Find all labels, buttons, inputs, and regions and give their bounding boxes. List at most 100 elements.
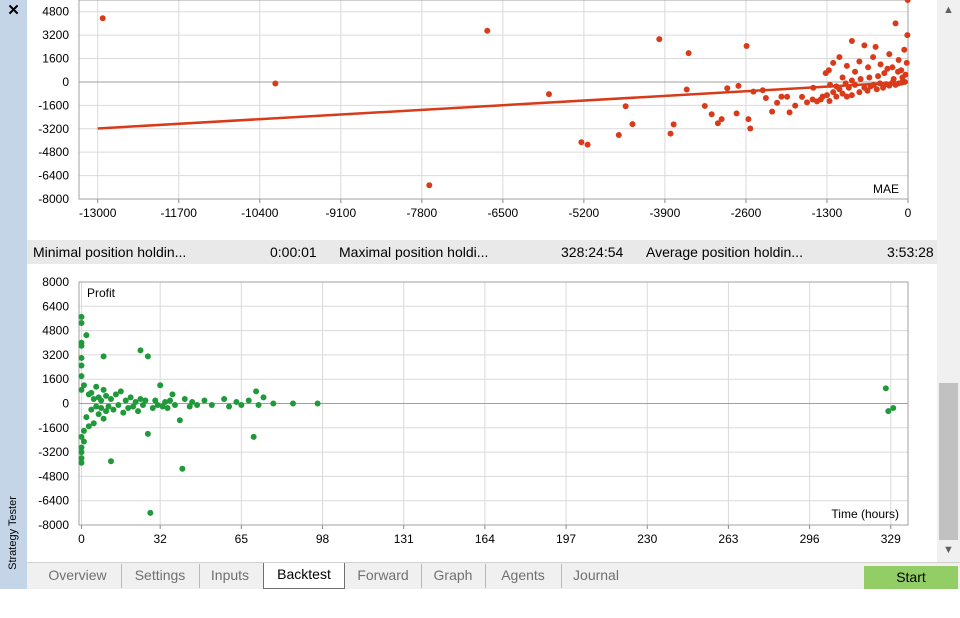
data-point <box>162 398 169 405</box>
data-point <box>164 405 171 412</box>
x-tick-label: 0 <box>78 532 85 546</box>
trend-line <box>97 80 909 130</box>
x-tick-label: -11700 <box>160 206 197 220</box>
scroll-down-icon[interactable]: ▼ <box>943 544 954 556</box>
holding-stats-bar: Minimal position holdin... 0:00:01 Maxim… <box>27 240 937 264</box>
avg-holding-label: Average position holdin... <box>646 244 803 260</box>
data-point <box>78 459 85 466</box>
data-point <box>901 46 908 53</box>
data-point <box>142 397 149 404</box>
y-tick-label: 1600 <box>42 52 69 66</box>
data-point <box>208 402 215 409</box>
y-tick-label: -6400 <box>38 494 69 508</box>
data-point <box>708 111 715 118</box>
y-tick-label: -3200 <box>38 122 69 136</box>
start-button[interactable]: Start <box>864 566 958 589</box>
max-holding-value: 328:24:54 <box>561 244 624 260</box>
data-point <box>88 406 95 413</box>
data-point <box>186 403 193 410</box>
data-point <box>718 116 725 123</box>
data-point <box>149 405 156 412</box>
data-point <box>137 395 144 402</box>
data-point <box>848 92 855 99</box>
data-point <box>100 386 107 393</box>
min-holding-label: Minimal position holdin... <box>33 244 187 260</box>
data-point <box>272 80 279 87</box>
y-tick-label: -6400 <box>38 169 69 183</box>
tester-tab-bar: Overview Settings Inputs Backtest Forwar… <box>27 562 960 589</box>
x-tick-label: 197 <box>556 532 576 546</box>
data-point <box>876 80 883 87</box>
data-point <box>90 420 97 427</box>
data-point <box>745 116 752 123</box>
vertical-scrollbar[interactable]: ▲ ▼ <box>937 0 960 562</box>
tab-journal[interactable]: Journal <box>573 567 619 583</box>
data-point <box>112 391 119 398</box>
data-point <box>890 405 897 412</box>
data-point <box>885 408 892 415</box>
data-point <box>870 54 877 61</box>
data-point <box>103 408 110 415</box>
data-point <box>105 403 112 410</box>
data-point <box>852 81 859 88</box>
data-point <box>670 121 677 128</box>
tab-overview[interactable]: Overview <box>34 564 122 588</box>
y-tick-label: 4800 <box>42 324 69 338</box>
data-point <box>578 139 585 146</box>
x-tick-label: 131 <box>394 532 414 546</box>
data-point <box>159 403 166 410</box>
data-point <box>189 398 196 405</box>
data-point <box>733 110 740 117</box>
data-point <box>882 385 889 392</box>
data-point <box>750 88 757 95</box>
axis-title-time: Time (hours) <box>831 507 899 521</box>
data-point <box>810 84 817 91</box>
data-point <box>786 109 793 116</box>
data-point <box>774 99 781 106</box>
data-point <box>314 400 321 407</box>
data-point <box>875 73 882 80</box>
data-point <box>83 414 90 421</box>
scroll-up-icon[interactable]: ▲ <box>943 4 954 16</box>
data-point <box>85 423 92 430</box>
data-point <box>724 85 731 92</box>
data-point <box>656 36 663 43</box>
data-point <box>823 92 830 99</box>
plot-frame <box>78 0 909 200</box>
tab-backtest[interactable]: Backtest <box>263 563 345 589</box>
data-point <box>895 56 902 63</box>
x-tick-label: 98 <box>316 532 330 546</box>
y-tick-label: -4800 <box>38 469 69 483</box>
data-point <box>194 402 201 409</box>
x-tick-label: 263 <box>718 532 738 546</box>
tab-agents[interactable]: Agents <box>485 564 562 588</box>
y-tick-label: 0 <box>62 75 69 89</box>
data-point <box>179 465 186 472</box>
data-point <box>892 20 899 27</box>
data-point <box>804 99 811 106</box>
tab-settings[interactable]: Settings <box>121 564 200 588</box>
tab-graph[interactable]: Graph <box>421 564 486 588</box>
data-point <box>857 76 864 83</box>
tab-forward[interactable]: Forward <box>345 564 422 588</box>
data-point <box>667 130 674 137</box>
data-point <box>176 417 183 424</box>
scrollbar-thumb[interactable] <box>939 383 958 540</box>
data-point <box>233 398 240 405</box>
data-point <box>120 409 127 416</box>
data-point <box>130 403 137 410</box>
data-point <box>144 430 151 437</box>
data-point <box>132 398 139 405</box>
y-tick-label: 4800 <box>42 5 69 19</box>
x-tick-label: -6500 <box>487 206 518 220</box>
data-point <box>100 353 107 360</box>
close-icon[interactable]: ✕ <box>7 2 20 19</box>
data-point <box>250 433 257 440</box>
data-point <box>833 83 840 90</box>
data-point <box>253 388 260 395</box>
data-point <box>98 397 105 404</box>
data-point <box>157 382 164 389</box>
y-tick-label: -8000 <box>38 192 69 206</box>
tab-inputs[interactable]: Inputs <box>210 567 250 583</box>
data-point <box>886 51 893 58</box>
